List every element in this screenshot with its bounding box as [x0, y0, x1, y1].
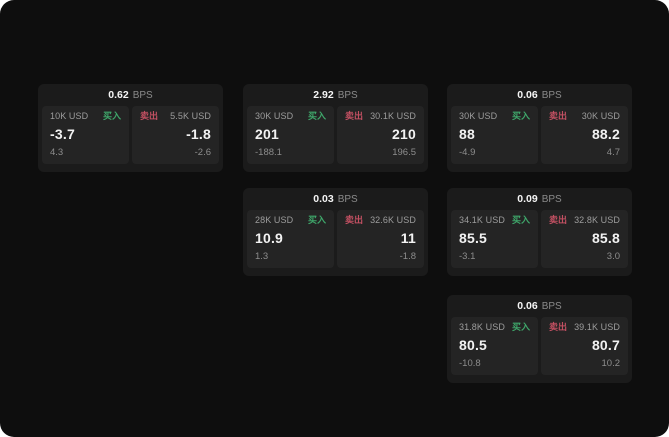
buy-amount: 28K USD — [255, 215, 294, 225]
quote-card: 0.06 BPS 30K USD 买入 88 -4.9 卖出 30K USD 8… — [447, 84, 632, 172]
buy-sub-value: -188.1 — [255, 146, 282, 158]
bps-header: 0.06 BPS — [447, 295, 632, 317]
buy-price: 88 — [459, 126, 475, 143]
quote-card: 0.09 BPS 34.1K USD 买入 85.5 -3.1 卖出 32.8K… — [447, 188, 632, 276]
buy-side-label: 买入 — [511, 322, 530, 332]
sell-price: -1.8 — [186, 126, 211, 143]
sell-sub-value: 10.2 — [601, 357, 621, 369]
sell-side-label: 卖出 — [140, 111, 159, 121]
sell-amount: 32.6K USD — [370, 215, 416, 225]
quote-panels: 30K USD 买入 201 -188.1 卖出 30.1K USD 210 1… — [243, 106, 428, 164]
buy-sub-value: -3.1 — [459, 250, 476, 262]
buy-amount: 31.8K USD — [459, 322, 505, 332]
bps-unit-label: BPS — [541, 89, 562, 101]
sell-sub-value: -2.6 — [194, 146, 211, 158]
sell-side-label: 卖出 — [549, 215, 568, 225]
buy-amount: 30K USD — [255, 111, 294, 121]
bps-value: 0.03 — [313, 193, 334, 205]
bps-header: 0.62 BPS — [38, 84, 223, 106]
bps-header: 0.06 BPS — [447, 84, 632, 106]
buy-sub-value: -4.9 — [459, 146, 476, 158]
buy-sub-value: 4.3 — [50, 146, 64, 158]
bps-unit-label: BPS — [337, 193, 358, 205]
bps-header: 0.03 BPS — [243, 188, 428, 210]
bps-unit-label: BPS — [541, 300, 562, 312]
buy-price: 201 — [255, 126, 279, 143]
sell-price: 85.8 — [591, 230, 620, 247]
buy-sub-value: -10.8 — [459, 357, 481, 369]
buy-price: 80.5 — [459, 337, 488, 354]
sell-price: 11 — [400, 230, 416, 247]
bps-value: 0.06 — [517, 300, 538, 312]
sell-amount: 5.5K USD — [170, 111, 211, 121]
sell-sub-value: -1.8 — [399, 250, 416, 262]
buy-price: 10.9 — [255, 230, 284, 247]
buy-side-label: 买入 — [307, 215, 326, 225]
sell-sub-value: 3.0 — [606, 250, 620, 262]
quote-card: 0.62 BPS 10K USD 买入 -3.7 4.3 卖出 5.5K USD… — [38, 84, 223, 172]
buy-price: 85.5 — [459, 230, 488, 247]
buy-side-label: 买入 — [511, 215, 530, 225]
buy-amount: 34.1K USD — [459, 215, 505, 225]
quote-card: 0.03 BPS 28K USD 买入 10.9 1.3 卖出 32.6K US… — [243, 188, 428, 276]
bps-value: 0.06 — [517, 89, 538, 101]
quote-panels: 28K USD 买入 10.9 1.3 卖出 32.6K USD 11 -1.8 — [243, 210, 428, 268]
bps-header: 2.92 BPS — [243, 84, 428, 106]
quote-panels: 30K USD 买入 88 -4.9 卖出 30K USD 88.2 4.7 — [447, 106, 632, 164]
quote-card: 0.06 BPS 31.8K USD 买入 80.5 -10.8 卖出 39.1… — [447, 295, 632, 383]
bps-unit-label: BPS — [541, 193, 562, 205]
buy-amount: 30K USD — [459, 111, 498, 121]
sell-price: 80.7 — [591, 337, 620, 354]
sell-price: 210 — [392, 126, 416, 143]
buy-quote-panel[interactable]: 34.1K USD 买入 85.5 -3.1 — [451, 210, 538, 268]
bps-value: 0.62 — [108, 89, 129, 101]
sell-side-label: 卖出 — [345, 111, 364, 121]
quote-panels: 10K USD 买入 -3.7 4.3 卖出 5.5K USD -1.8 -2.… — [38, 106, 223, 164]
bps-header: 0.09 BPS — [447, 188, 632, 210]
sell-amount: 39.1K USD — [574, 322, 620, 332]
sell-sub-value: 4.7 — [606, 146, 620, 158]
buy-side-label: 买入 — [511, 111, 530, 121]
buy-quote-panel[interactable]: 10K USD 买入 -3.7 4.3 — [42, 106, 129, 164]
sell-quote-panel[interactable]: 卖出 30.1K USD 210 196.5 — [337, 106, 424, 164]
sell-quote-panel[interactable]: 卖出 32.8K USD 85.8 3.0 — [541, 210, 628, 268]
sell-quote-panel[interactable]: 卖出 39.1K USD 80.7 10.2 — [541, 317, 628, 375]
buy-amount: 10K USD — [50, 111, 89, 121]
quote-panels: 34.1K USD 买入 85.5 -3.1 卖出 32.8K USD 85.8… — [447, 210, 632, 268]
bps-value: 2.92 — [313, 89, 334, 101]
bps-unit-label: BPS — [337, 89, 358, 101]
buy-sub-value: 1.3 — [255, 250, 269, 262]
buy-quote-panel[interactable]: 30K USD 买入 88 -4.9 — [451, 106, 538, 164]
buy-side-label: 买入 — [102, 111, 121, 121]
buy-quote-panel[interactable]: 30K USD 买入 201 -188.1 — [247, 106, 334, 164]
sell-amount: 32.8K USD — [574, 215, 620, 225]
buy-price: -3.7 — [50, 126, 75, 143]
sell-amount: 30K USD — [581, 111, 620, 121]
sell-quote-panel[interactable]: 卖出 32.6K USD 11 -1.8 — [337, 210, 424, 268]
sell-side-label: 卖出 — [549, 322, 568, 332]
bps-unit-label: BPS — [132, 89, 153, 101]
bps-value: 0.09 — [517, 193, 538, 205]
buy-quote-panel[interactable]: 28K USD 买入 10.9 1.3 — [247, 210, 334, 268]
sell-price: 88.2 — [591, 126, 620, 143]
quote-panels: 31.8K USD 买入 80.5 -10.8 卖出 39.1K USD 80.… — [447, 317, 632, 375]
sell-quote-panel[interactable]: 卖出 5.5K USD -1.8 -2.6 — [132, 106, 219, 164]
quote-card: 2.92 BPS 30K USD 买入 201 -188.1 卖出 30.1K … — [243, 84, 428, 172]
sell-sub-value: 196.5 — [392, 146, 416, 158]
buy-side-label: 买入 — [307, 111, 326, 121]
sell-amount: 30.1K USD — [370, 111, 416, 121]
buy-quote-panel[interactable]: 31.8K USD 买入 80.5 -10.8 — [451, 317, 538, 375]
sell-quote-panel[interactable]: 卖出 30K USD 88.2 4.7 — [541, 106, 628, 164]
sell-side-label: 卖出 — [549, 111, 568, 121]
sell-side-label: 卖出 — [345, 215, 364, 225]
